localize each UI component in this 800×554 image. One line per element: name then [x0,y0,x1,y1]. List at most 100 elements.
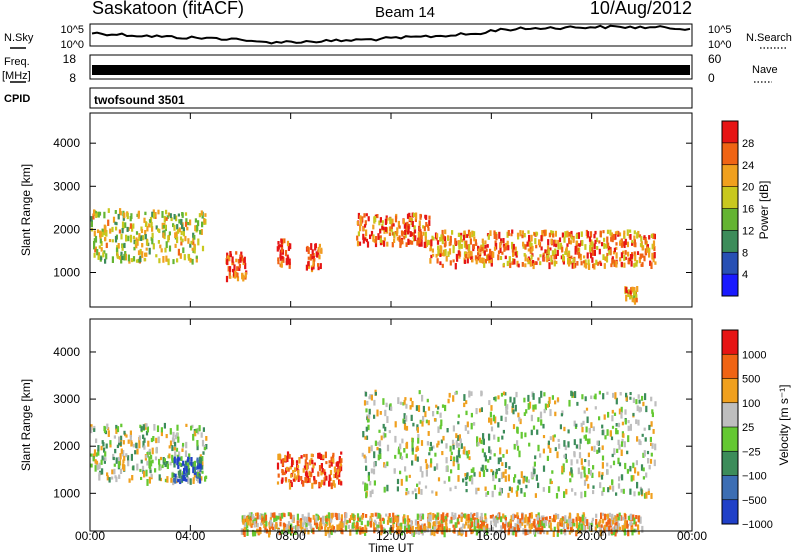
scatter-cell [280,261,283,268]
scatter-cell [654,401,657,407]
scatter-cell [435,515,438,521]
scatter-cell [509,527,512,532]
scatter-cell [297,475,300,482]
scatter-cell [202,427,205,432]
scatter-cell [380,526,384,534]
scatter-cell [304,472,308,476]
scatter-cell [626,450,629,455]
scatter-cell [131,258,134,263]
scatter-cell [603,527,606,533]
scatter-cell [132,235,135,240]
scatter-cell [310,243,313,250]
scatter-cell [568,232,571,237]
scatter-cell [337,461,340,468]
colorbar-segment [722,208,738,231]
scatter-cell [609,465,612,469]
scatter-cell [530,523,533,529]
scatter-cell [497,250,501,255]
scatter-cell [298,457,301,464]
scatter-cell [202,451,205,455]
scatter-cell [464,477,467,481]
scatter-cell [591,517,594,522]
scatter-cell [388,430,391,434]
scatter-cell [632,287,635,292]
scatter-cell [484,513,487,517]
scatter-cell [106,472,109,477]
scatter-cell [606,236,609,243]
scatter-cell [497,457,500,465]
scatter-cell [288,479,291,483]
scatter-cell [166,463,169,469]
scatter-cell [318,465,322,471]
scatter-cell [469,231,472,239]
scatter-cell [414,217,417,223]
scatter-cell [521,262,524,267]
scatter-cell [98,245,101,249]
scatter-cell [373,480,376,486]
scatter-cell [374,391,377,396]
scatter-cell [96,249,99,256]
scatter-cell [615,423,618,427]
scatter-cell [612,530,616,536]
scatter-cell [122,225,125,230]
colorbar-segment [722,121,738,144]
scatter-cell [493,484,496,490]
scatter-cell [482,242,485,250]
scatter-cell [101,455,104,461]
scatter-cell [184,450,188,458]
scatter-cell [396,237,399,241]
scatter-cell [171,437,175,442]
scatter-cell [200,229,203,235]
scatter-cell [157,209,160,215]
scatter-cell [399,452,402,459]
scatter-cell [508,466,511,470]
scatter-cell [185,218,188,224]
y-tick-label: 1000 [53,486,80,500]
scatter-cell [488,433,491,441]
scatter-cell [321,468,324,473]
scatter-cell [330,513,333,520]
x-tick-label: 12:00 [376,529,406,543]
scatter-cell [233,264,236,271]
scatter-cell [496,513,500,518]
scatter-cell [433,418,437,422]
scatter-cell [583,262,586,268]
scatter-cell [516,515,519,520]
colorbar-tick-label: −100 [742,471,767,483]
scatter-cell [432,445,435,449]
scatter-cell [304,459,307,465]
scatter-cell [623,230,626,235]
scatter-cell [621,438,624,443]
scatter-cell [405,225,408,233]
scatter-cell [340,517,343,524]
scatter-cell [513,258,516,265]
scatter-cell [623,262,626,268]
scatter-cell [620,411,623,419]
scatter-cell [585,426,588,433]
scatter-cell [402,520,405,524]
scatter-cell [412,530,415,537]
scatter-cell [411,446,414,452]
scatter-cell [143,445,146,450]
scatter-cell [364,392,368,397]
scatter-cell [598,447,601,453]
scatter-cell [521,234,524,239]
scatter-cell [169,461,172,466]
scatter-cell [602,393,605,400]
scatter-cell [399,401,402,405]
scatter-cell [307,256,310,260]
scatter-cell [391,527,394,533]
scatter-cell [575,444,578,449]
scatter-cell [639,253,642,260]
scatter-cell [495,515,498,521]
scatter-cell [641,253,644,258]
scatter-cell [412,212,415,218]
scatter-cell [502,513,505,519]
scatter-cell [500,525,503,529]
scatter-cell [405,453,408,459]
scatter-cell [325,475,328,481]
scatter-cell [415,528,418,535]
scatter-cell [399,470,402,475]
scatter-cell [203,446,207,451]
scatter-cell [451,230,454,235]
